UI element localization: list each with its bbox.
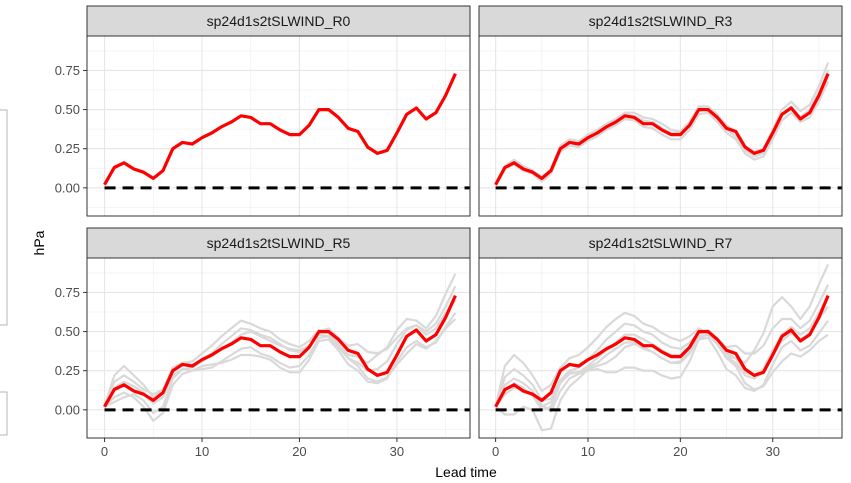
- panel-3: sp24d1s2tSLWIND_R7 0 10 20 30: [478, 227, 843, 459]
- panel-title: sp24d1s2tSLWIND_R5: [207, 235, 351, 251]
- panel-2: sp24d1s2tSLWIND_R5 0.00 0.25 0.50 0.75 0 10 20 3…: [55, 227, 471, 459]
- x-tick-label: 20: [292, 444, 306, 459]
- x-tick-label: 20: [673, 444, 687, 459]
- panel-background: [87, 36, 470, 216]
- panel-background: [479, 36, 842, 216]
- y-tick-label: 0.75: [55, 285, 80, 300]
- x-tick-label: 0: [101, 444, 108, 459]
- y-tick-label: 0.50: [55, 324, 80, 339]
- member-line-0: [494, 263, 830, 407]
- x-tick-label: 10: [581, 444, 595, 459]
- highlight-line: [494, 294, 830, 408]
- member-line-1: [494, 80, 830, 186]
- panel-border: [478, 257, 843, 439]
- y-tick-label: 0.00: [55, 402, 80, 417]
- highlight-line: [103, 294, 457, 408]
- member-line-2: [103, 312, 457, 422]
- x-axis-title: Lead time: [435, 464, 497, 480]
- y-axis-title: hPa: [31, 230, 47, 255]
- panel-1: sp24d1s2tSLWIND_R3: [478, 5, 843, 217]
- panels-group: sp24d1s2tSLWIND_R00.000.250.500.75sp24d1…: [55, 5, 843, 459]
- legend-box-edge: [0, 109, 8, 326]
- member-line-1: [494, 319, 829, 413]
- panel-0: sp24d1s2tSLWIND_R0 0.00 0.25 0.50 0.75: [55, 5, 471, 217]
- panel-strip: [86, 227, 471, 259]
- member-line-4: [103, 299, 457, 408]
- x-tick-label: 10: [195, 444, 209, 459]
- panel-title: sp24d1s2tSLWIND_R7: [589, 235, 733, 251]
- y-tick-label: 0.00: [55, 180, 80, 195]
- y-tick-label: 0.75: [55, 63, 80, 78]
- x-tick-label: 30: [765, 444, 779, 459]
- highlight-line: [103, 72, 457, 186]
- panel-title: sp24d1s2tSLWIND_R3: [589, 13, 733, 29]
- panel-strip: [478, 5, 843, 37]
- highlight-line: [494, 72, 830, 186]
- panel-border: [86, 257, 471, 439]
- member-line-3: [494, 284, 830, 408]
- y-tick-label: 0.50: [55, 102, 80, 117]
- panel-strip: [478, 227, 843, 259]
- y-tick-label: 0.25: [55, 141, 80, 156]
- legend-box-edge: [0, 391, 8, 436]
- x-tick-label: 30: [390, 444, 404, 459]
- x-tick-label: 0: [492, 444, 499, 459]
- panel-border: [478, 35, 843, 217]
- panel-title: sp24d1s2tSLWIND_R0: [207, 13, 351, 29]
- panel-strip: [86, 5, 471, 37]
- y-tick-label: 0.25: [55, 363, 80, 378]
- member-line-3: [104, 318, 457, 415]
- panel-border: [86, 35, 471, 217]
